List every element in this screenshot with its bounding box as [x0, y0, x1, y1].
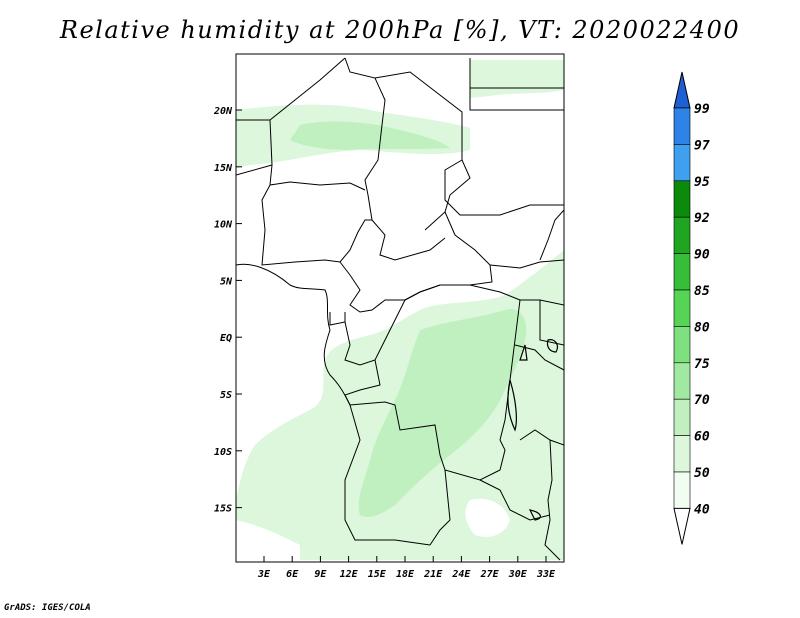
colorbar-label: 70: [694, 393, 710, 408]
lat-tick-label: 15S: [214, 504, 232, 515]
lat-tick-label: 10S: [214, 447, 232, 458]
colorbar-label: 75: [694, 357, 710, 372]
colorbar-segment: [673, 362, 691, 400]
lakes: [507, 339, 559, 521]
lon-tick-label: 30E: [508, 569, 528, 580]
latitude-axis: 20N 15N 10N 5N EQ 5S 10S 15S: [213, 106, 242, 515]
humidity-south-core: [358, 309, 527, 517]
lon-tick-label: 33E: [536, 569, 556, 580]
lat-tick-label: 15N: [214, 163, 233, 174]
colorbar-label: 97: [694, 138, 710, 153]
dry-gap-southwest: [236, 520, 300, 560]
longitude-axis: 3E 6E 9E 12E 15E 18E 21E 24E 27E 30E 33E: [257, 556, 556, 580]
lon-tick-label: 21E: [423, 569, 443, 580]
humidity-band-north-core: [290, 121, 450, 150]
colorbar: 99 97 95 92 90 85 80 75 70 60 50 40: [673, 71, 710, 545]
lon-tick-label: 6E: [286, 569, 299, 580]
colorbar-segment: [673, 289, 691, 327]
lat-tick-label: 5S: [220, 390, 232, 401]
lon-tick-label: 27E: [480, 569, 500, 580]
colorbar-segment: [673, 107, 691, 145]
lat-tick-label: EQ: [220, 333, 232, 344]
colorbar-segment: [673, 144, 691, 182]
colorbar-segment: [673, 471, 691, 509]
colorbar-label: 99: [694, 102, 710, 117]
lat-tick-label: 20N: [213, 106, 233, 117]
lat-tick-label: 5N: [220, 276, 233, 287]
lon-tick-label: 24E: [451, 569, 471, 580]
colorbar-label: 80: [694, 320, 710, 335]
dry-gap-west: [236, 330, 301, 430]
colorbar-label: 60: [694, 430, 710, 445]
lon-tick-label: 3E: [257, 569, 271, 580]
colorbar-bottom-triangle: [673, 507, 691, 545]
colorbar-segment: [673, 326, 691, 364]
colorbar-segment: [673, 216, 691, 254]
lon-tick-label: 9E: [314, 569, 327, 580]
grads-credit: GrADS: IGES/COLA: [4, 603, 91, 613]
chart-title: Relative humidity at 200hPa [%], VT: 202…: [59, 16, 741, 44]
lon-tick-label: 18E: [396, 569, 415, 580]
colorbar-segment: [673, 398, 691, 436]
lon-tick-label: 12E: [340, 569, 359, 580]
colorbar-segment: [673, 435, 691, 473]
lat-tick-label: 10N: [214, 220, 233, 231]
colorbar-segment: [673, 180, 691, 218]
colorbar-label: 50: [694, 466, 710, 481]
humidity-top-right: [470, 60, 564, 98]
lon-tick-label: 15E: [368, 569, 387, 580]
colorbar-label: 40: [694, 502, 710, 517]
colorbar-label: 90: [694, 248, 710, 263]
colorbar-label: 92: [694, 211, 710, 226]
colorbar-segment: [673, 253, 691, 291]
colorbar-top-triangle: [673, 71, 691, 109]
colorbar-label: 95: [694, 175, 710, 190]
dry-gap-south: [465, 498, 510, 537]
map-frame: [235, 53, 565, 563]
colorbar-label: 85: [694, 284, 710, 299]
humidity-field: [236, 60, 564, 560]
